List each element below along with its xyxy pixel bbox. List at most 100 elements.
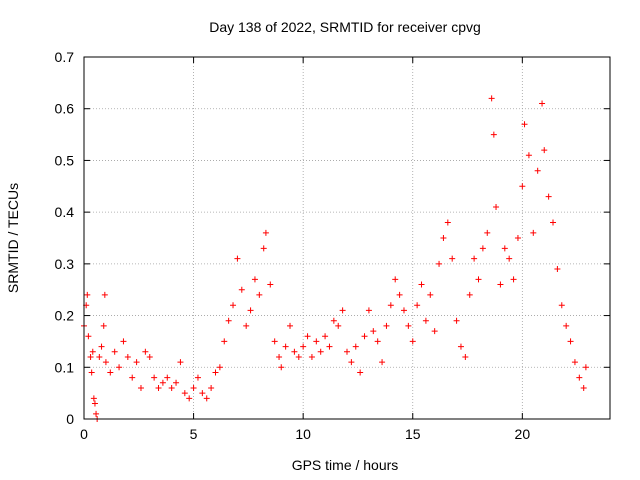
data-point bbox=[101, 291, 108, 298]
data-point bbox=[164, 374, 171, 381]
data-point bbox=[493, 203, 500, 210]
data-point bbox=[414, 302, 421, 309]
data-point bbox=[151, 374, 158, 381]
x-axis-label: GPS time / hours bbox=[292, 457, 399, 473]
data-point bbox=[260, 245, 267, 252]
data-point bbox=[322, 333, 329, 340]
data-point bbox=[576, 374, 583, 381]
y-tick-label: 0.6 bbox=[55, 101, 75, 117]
data-point bbox=[173, 379, 180, 386]
x-tick-label: 20 bbox=[515, 426, 531, 442]
data-point bbox=[453, 317, 460, 324]
data-point bbox=[168, 384, 175, 391]
x-tick-label: 10 bbox=[295, 426, 311, 442]
data-point bbox=[203, 395, 210, 402]
data-point bbox=[85, 333, 92, 340]
y-tick-label: 0.1 bbox=[55, 359, 75, 375]
data-point bbox=[525, 152, 532, 159]
chart-title: Day 138 of 2022, SRMTID for receiver cpv… bbox=[209, 19, 481, 35]
y-tick-label: 0 bbox=[66, 411, 74, 427]
data-point bbox=[256, 291, 263, 298]
data-point bbox=[124, 353, 131, 360]
y-tick-label: 0.4 bbox=[55, 204, 75, 220]
data-point bbox=[444, 219, 451, 226]
x-tick-label: 15 bbox=[405, 426, 421, 442]
data-point bbox=[365, 307, 372, 314]
data-point bbox=[155, 384, 162, 391]
data-point bbox=[291, 348, 298, 355]
data-point bbox=[462, 353, 469, 360]
x-tick-label: 0 bbox=[80, 426, 88, 442]
data-point bbox=[484, 229, 491, 236]
data-point bbox=[379, 359, 386, 366]
data-point bbox=[111, 348, 118, 355]
data-point bbox=[262, 229, 269, 236]
data-point bbox=[98, 343, 105, 350]
data-point bbox=[490, 131, 497, 138]
data-point bbox=[488, 95, 495, 102]
data-point bbox=[563, 322, 570, 329]
data-point bbox=[287, 322, 294, 329]
data-point bbox=[519, 183, 526, 190]
data-point bbox=[335, 322, 342, 329]
data-point bbox=[501, 245, 508, 252]
data-point bbox=[361, 333, 368, 340]
gridlines bbox=[84, 57, 610, 419]
data-point bbox=[339, 307, 346, 314]
data-point bbox=[102, 359, 109, 366]
data-point bbox=[295, 353, 302, 360]
scatter-points bbox=[81, 95, 589, 422]
plot-frame bbox=[83, 56, 611, 420]
data-point bbox=[146, 353, 153, 360]
data-point bbox=[436, 260, 443, 267]
data-point bbox=[497, 281, 504, 288]
data-point bbox=[120, 338, 127, 345]
data-point bbox=[457, 343, 464, 350]
data-point bbox=[93, 410, 100, 417]
data-point bbox=[225, 317, 232, 324]
y-tick-label: 0.2 bbox=[55, 308, 75, 324]
data-point bbox=[348, 359, 355, 366]
data-point bbox=[133, 359, 140, 366]
data-point bbox=[308, 353, 315, 360]
data-point bbox=[530, 229, 537, 236]
data-point bbox=[541, 147, 548, 154]
data-point bbox=[582, 364, 589, 371]
data-point bbox=[88, 369, 95, 376]
data-point bbox=[558, 302, 565, 309]
data-point bbox=[396, 291, 403, 298]
data-point bbox=[186, 395, 193, 402]
data-point bbox=[405, 322, 412, 329]
data-point bbox=[190, 384, 197, 391]
data-point bbox=[90, 395, 97, 402]
data-point bbox=[238, 286, 245, 293]
data-point bbox=[181, 390, 188, 397]
data-point bbox=[431, 328, 438, 335]
data-point bbox=[383, 322, 390, 329]
data-point bbox=[514, 235, 521, 241]
data-point bbox=[129, 374, 136, 381]
data-point bbox=[571, 359, 578, 366]
data-point bbox=[440, 235, 447, 241]
data-point bbox=[177, 359, 184, 366]
data-point bbox=[550, 219, 557, 226]
data-point bbox=[374, 338, 381, 345]
data-point bbox=[199, 390, 206, 397]
data-point bbox=[387, 302, 394, 309]
data-point bbox=[243, 322, 250, 329]
data-point bbox=[400, 307, 407, 314]
data-point bbox=[100, 322, 107, 329]
data-point bbox=[267, 281, 274, 288]
data-point bbox=[479, 245, 486, 252]
data-point bbox=[357, 369, 364, 376]
data-point bbox=[137, 384, 144, 391]
data-point bbox=[230, 302, 237, 309]
x-tick-label: 5 bbox=[190, 426, 198, 442]
data-point bbox=[234, 255, 241, 262]
y-tick-label: 0.5 bbox=[55, 152, 75, 168]
data-point bbox=[521, 121, 528, 128]
y-axis-label: SRMTID / TECUs bbox=[5, 183, 21, 293]
axis-ticks: 0 5 10 15 20 0 0.1 0.2 0.3 0.4 0.5 0.6 0.7 bbox=[55, 49, 610, 442]
data-point bbox=[282, 343, 289, 350]
data-point bbox=[330, 317, 337, 324]
